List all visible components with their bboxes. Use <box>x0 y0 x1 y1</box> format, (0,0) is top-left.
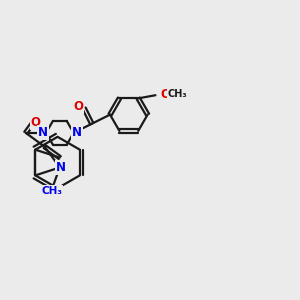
Text: N: N <box>38 126 48 139</box>
Text: O: O <box>160 88 170 101</box>
Text: O: O <box>31 116 41 130</box>
Text: N: N <box>56 161 66 174</box>
Text: N: N <box>72 126 82 139</box>
Text: CH₃: CH₃ <box>41 186 62 196</box>
Text: CH₃: CH₃ <box>168 89 187 99</box>
Text: O: O <box>74 100 83 113</box>
